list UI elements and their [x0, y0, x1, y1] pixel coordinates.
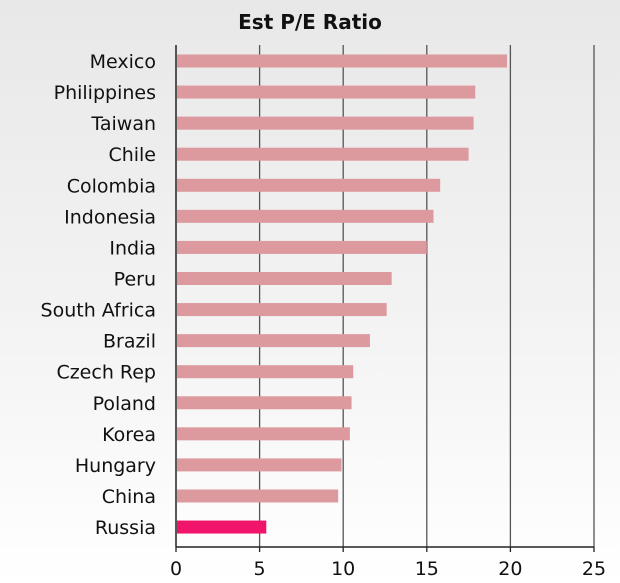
- bar-taiwan: [177, 116, 474, 130]
- bar-poland: [177, 396, 352, 410]
- x-tick-label: 25: [582, 558, 606, 580]
- category-label: Hungary: [75, 455, 156, 477]
- bar-hungary: [177, 458, 342, 472]
- x-tick-label: 0: [170, 558, 182, 580]
- bar-brazil: [177, 334, 370, 348]
- bar-south-africa: [177, 303, 387, 317]
- category-label: Colombia: [67, 175, 156, 197]
- bar-czech-rep: [177, 365, 354, 379]
- category-label: Taiwan: [90, 113, 156, 135]
- bar-india: [177, 240, 427, 254]
- category-label: Peru: [114, 268, 156, 290]
- category-label: South Africa: [41, 300, 156, 322]
- x-tick-label: 15: [415, 558, 439, 580]
- bar-korea: [177, 427, 350, 441]
- bar-russia: [177, 520, 267, 534]
- x-tick-label: 10: [331, 558, 355, 580]
- category-label: Korea: [102, 424, 156, 446]
- category-label: Poland: [93, 393, 156, 415]
- category-label: Mexico: [90, 51, 156, 73]
- bar-mexico: [177, 54, 508, 68]
- bars: [177, 54, 508, 534]
- bar-peru: [177, 271, 392, 285]
- bar-china: [177, 489, 339, 503]
- category-labels: Mexico Philippines Taiwan Chile Colombia Indo…: [41, 51, 156, 539]
- category-label: Brazil: [103, 331, 156, 353]
- category-label: Czech Rep: [56, 362, 156, 384]
- category-label: Chile: [108, 144, 156, 166]
- category-label: India: [109, 237, 156, 259]
- bar-colombia: [177, 178, 441, 192]
- category-label: Philippines: [54, 82, 156, 104]
- chart-title: Est P/E Ratio: [238, 10, 382, 34]
- x-axis: 0 5 10 15 20 25: [170, 45, 606, 580]
- bar-indonesia: [177, 209, 434, 223]
- bar-philippines: [177, 85, 476, 99]
- bar-chile: [177, 147, 469, 161]
- x-tick-label: 5: [254, 558, 266, 580]
- category-label: Russia: [95, 517, 156, 539]
- category-label: China: [102, 486, 156, 508]
- category-label: Indonesia: [64, 206, 156, 228]
- x-tick-label: 20: [498, 558, 522, 580]
